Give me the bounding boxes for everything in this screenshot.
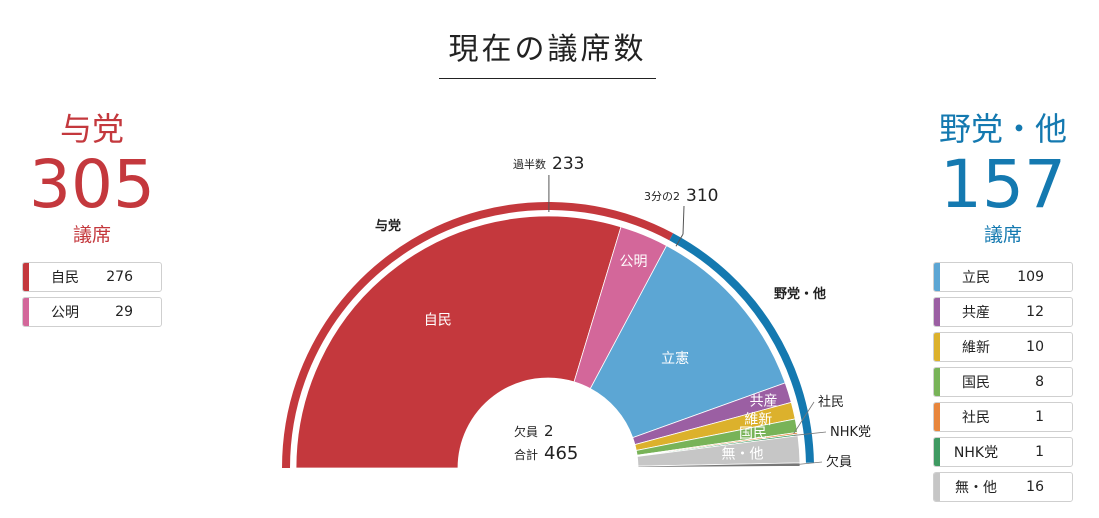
legend-label: 共産 <box>962 305 990 321</box>
legend-item-opposition-5: NHK党 1 <box>933 437 1073 467</box>
two-thirds-leader <box>682 205 685 235</box>
legend-label: 立民 <box>962 270 990 286</box>
slice-label-自民: 自民 <box>424 312 452 328</box>
legend-value: 10 <box>1026 339 1044 355</box>
legend-value: 109 <box>1017 269 1044 285</box>
two-thirds-label: 3分の2 <box>644 190 680 203</box>
slice-label-維新: 維新 <box>744 412 772 428</box>
legend-value: 1 <box>1035 409 1044 425</box>
two-thirds-marker <box>675 233 684 247</box>
legend-label: NHK党 <box>953 445 999 461</box>
legend-value: 1 <box>1035 444 1044 460</box>
legend-item-opposition-6: 無・他 16 <box>933 472 1073 502</box>
ruling-ring <box>282 202 674 469</box>
legend-swatch <box>23 298 29 326</box>
legend-label: 国民 <box>962 375 990 391</box>
opposition-ring <box>669 233 814 463</box>
slice-label-共産: 共産 <box>750 393 778 409</box>
legend-swatch <box>934 438 940 466</box>
slice-label-公明: 公明 <box>620 254 648 270</box>
opposition-summary: 野党・他 157 議席 <box>935 104 1071 247</box>
opposition-group-label: 野党・他 <box>774 286 826 302</box>
opposition-name: 野党・他 <box>938 110 1067 148</box>
slice-立憲 <box>589 245 786 439</box>
legend-swatch <box>934 473 940 501</box>
majority-value: 233 <box>552 154 584 174</box>
total-value: 465 <box>544 443 578 464</box>
legend-label: 公明 <box>51 305 79 321</box>
legend-value: 12 <box>1026 304 1044 320</box>
opposition-seat-unit: 議席 <box>983 224 1022 246</box>
legend-value: 276 <box>106 269 133 285</box>
legend-value: 29 <box>115 304 133 320</box>
callout-leader-NHK党 <box>793 431 827 436</box>
majority-label: 過半数 <box>513 157 546 171</box>
slice-自民 <box>295 215 622 469</box>
legend-label: 社民 <box>962 410 990 426</box>
legend-item-opposition-1: 共産 12 <box>933 297 1073 327</box>
callout-label-NHK党: NHK党 <box>830 425 871 440</box>
legend-item-opposition-0: 立民 109 <box>933 262 1073 292</box>
callout-leader-欠員 <box>795 461 823 466</box>
legend-item-ruling-1: 公明 29 <box>22 297 162 327</box>
vacant-value: 2 <box>544 422 554 440</box>
ruling-group-label: 与党 <box>375 218 401 234</box>
callout-leader-社民 <box>793 401 815 434</box>
callout-label-欠員: 欠員 <box>826 454 852 470</box>
legend-value: 8 <box>1035 374 1044 390</box>
legend-label: 自民 <box>51 270 79 286</box>
legend-label: 無・他 <box>955 480 997 496</box>
legend-label: 維新 <box>962 340 990 356</box>
ruling-summary: 与党 305 議席 <box>22 104 162 247</box>
callout-label-社民: 社民 <box>818 394 844 410</box>
slice-label-立憲: 立憲 <box>661 350 689 367</box>
two-thirds-value: 310 <box>686 186 718 206</box>
legend-swatch <box>934 368 940 396</box>
legend-value: 16 <box>1026 479 1044 495</box>
chart-title: 現在の議席数 <box>439 24 656 79</box>
ruling-seat-unit: 議席 <box>72 224 111 246</box>
legend-item-ruling-0: 自民 276 <box>22 262 162 292</box>
total-label: 合計 <box>514 447 538 462</box>
slice-label-国民: 国民 <box>739 426 767 442</box>
slice-label-無・他: 無・他 <box>721 447 763 463</box>
vacant-label: 欠員 <box>514 424 538 439</box>
legend-item-opposition-3: 国民 8 <box>933 367 1073 397</box>
legend-item-opposition-4: 社民 1 <box>933 402 1073 432</box>
legend-swatch <box>934 333 940 361</box>
ruling-seat-count: 305 <box>29 146 155 223</box>
ruling-name: 与党 <box>59 110 124 148</box>
legend-swatch <box>23 263 29 291</box>
legend-swatch <box>934 298 940 326</box>
legend-item-opposition-2: 維新 10 <box>933 332 1073 362</box>
legend-swatch <box>934 403 940 431</box>
legend-swatch <box>934 263 940 291</box>
opposition-seat-count: 157 <box>940 146 1066 223</box>
